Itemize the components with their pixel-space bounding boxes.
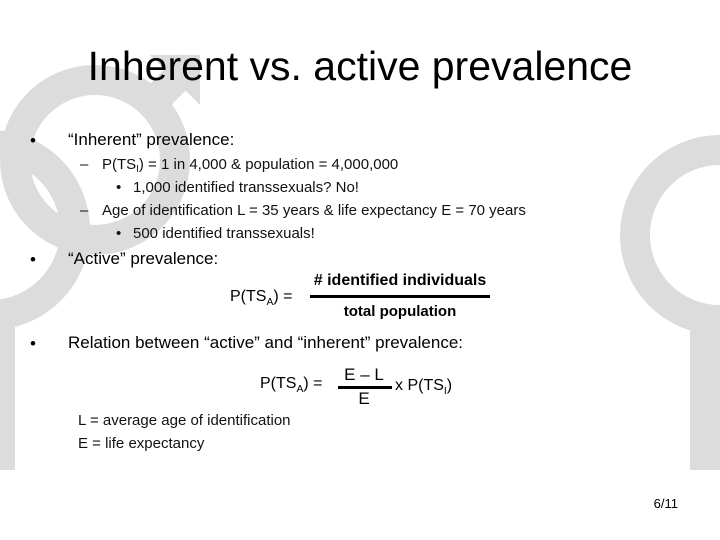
sub-text: Age of identification L = 35 years & lif… [102, 202, 526, 219]
formula-rhs: x P(TSI) [395, 377, 453, 397]
text: x P(TS [395, 377, 444, 394]
text: ) = [273, 288, 293, 305]
note: L = average age of identification [78, 412, 291, 429]
subscript: A [296, 383, 304, 395]
slide-title: Inherent vs. active prevalence [87, 43, 633, 89]
bullet-marker: • [30, 131, 36, 150]
text: P(TS [230, 288, 267, 305]
text: ) [446, 377, 453, 394]
bullet-marker: • [30, 334, 36, 353]
formula-lhs: P(TSA) = [260, 375, 323, 395]
subscript: I [136, 164, 139, 176]
sub-sub-text: 1,000 identified transsexuals? No! [133, 179, 359, 196]
text: P(TS [260, 375, 297, 392]
text: ) = 1 in 4,000 & population = 4,000,000 [138, 156, 399, 173]
numerator: E – L [344, 365, 384, 384]
note: E = life expectancy [78, 435, 205, 452]
denominator: E [358, 389, 370, 408]
dash-marker: – [80, 202, 89, 219]
denominator: total population [343, 303, 457, 320]
bullet-marker: • [116, 179, 122, 196]
sub-text: P(TSI) = 1 in 4,000 & population = 4,000… [102, 156, 399, 176]
formula-lhs: P(TSA) = [230, 288, 293, 308]
bullet-marker: • [116, 225, 122, 242]
text: ) = [303, 375, 323, 392]
fraction-line [338, 386, 392, 389]
bullet-marker: • [30, 250, 36, 269]
subscript: I [443, 385, 447, 397]
sub-sub-text: 500 identified transsexuals! [133, 225, 315, 242]
bullet-text: Relation between “active” and “inherent”… [68, 333, 464, 352]
fraction-line [310, 295, 490, 298]
text: P(TS [102, 156, 137, 173]
page-number: 6/11 [653, 496, 678, 511]
dash-marker: – [80, 156, 89, 173]
subscript: A [266, 296, 274, 308]
bullet-text: “Inherent” prevalence: [68, 130, 235, 149]
bullet-text: “Active” prevalence: [68, 249, 219, 268]
numerator: # identified individuals [313, 272, 487, 289]
